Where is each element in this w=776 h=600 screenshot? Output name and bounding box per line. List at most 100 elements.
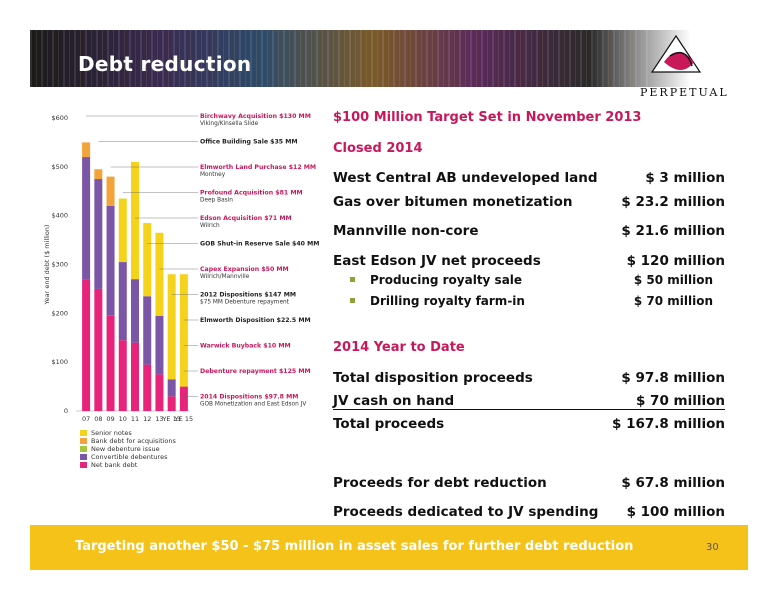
item-label: Total disposition proceeds [333,370,533,386]
annotation-title: GOB Shut-in Reserve Sale $40 MM [200,241,319,248]
annotation-sub: Viking/Kinsella Slide [200,121,259,127]
annotation-title: Birchwavy Acquisition $130 MM [200,113,311,120]
y-tick-label: $600 [51,114,68,122]
chart-legend: Senior notes Bank debt for acquisitions Ne… [80,429,176,469]
item-label: JV cash on hand [333,393,455,409]
annotation-title: Debenture repayment $125 MM [200,368,311,375]
legend-entry: Senior notes [80,429,176,437]
sum-rule [333,409,725,410]
y-tick-label: $100 [51,358,68,366]
y-tick-label: $200 [51,309,68,317]
legend-swatch [80,430,87,436]
bar-segment [179,274,188,387]
y-tick-label: $400 [51,212,68,220]
perpetual-logo-icon [650,34,702,73]
bar-segment [94,288,103,411]
closed-heading: Closed 2014 [333,141,423,156]
item-value: $ 97.8 million [621,370,725,386]
annotation-sub: Deep Basin [200,198,233,204]
sub-item-label: Drilling royalty farm-in [370,294,525,308]
x-tick-label: YE 13 [161,415,180,423]
item-label: East Edson JV net proceeds [333,253,541,269]
bar-segment [118,262,127,341]
x-tick-label: 13 [155,415,163,423]
bar-segment [167,379,176,397]
x-tick-label: 07 [82,415,90,423]
y-tick-label: $500 [51,163,68,171]
annotation-title: 2012 Dispositions $147 MM [200,292,296,299]
legend-label: Senior notes [91,429,132,437]
item-value: $ 3 million [645,170,725,186]
annotation-title: Warwick Buyback $10 MM [200,343,291,350]
item-value: $ 21.6 million [621,223,725,239]
bar-segment [155,374,164,411]
bar-segment [179,386,188,411]
sub-item-value: $ 70 million [633,294,713,308]
x-tick-label: 12 [143,415,151,423]
annotation-sub: GOB Monetization and East Edson JV [200,402,306,408]
legend-entry: Bank debt for acquisitions [80,437,176,445]
annotation-title: Edson Acquisition $71 MM [200,215,292,222]
logo-wordmark: PERPETUAL [640,86,729,99]
bar-segment [167,274,176,380]
annotation-title: Elmworth Land Purchase $12 MM [200,164,316,171]
annotation-title: Capex Expansion $50 MM [200,266,289,273]
bar-segment [143,222,152,297]
annotation-title: 2014 Dispositions $97.8 MM [200,394,298,401]
item-value: $ 67.8 million [621,475,725,491]
item-value: $ 120 million [626,253,725,269]
bar-segment [131,161,139,280]
header-banner [30,30,748,87]
footer-message: Targeting another $50 - $75 million in a… [75,539,634,554]
bar-segment [106,205,115,316]
bar-segment [106,315,115,411]
x-tick-label: 10 [119,415,127,423]
legend-swatch [80,446,87,452]
legend-entry: Convertible debentures [80,453,176,461]
y-tick-label: 0 [64,407,68,415]
legend-swatch [80,438,87,444]
bar-segment [131,279,139,343]
x-tick-label: 11 [131,415,139,423]
annotation-title: Profound Acquisition $81 MM [200,190,303,197]
x-tick-label: 08 [94,415,102,423]
sub-item-label: Producing royalty sale [370,273,523,287]
bar-segment [106,176,115,206]
ytd-heading: 2014 Year to Date [333,340,465,355]
item-label: Total proceeds [333,416,445,432]
target-heading: $100 Million Target Set in November 2013 [333,110,642,125]
bar-segment [118,198,127,263]
item-label: Mannville non-core [333,223,479,239]
item-label: Proceeds for debt reduction [333,475,547,491]
legend-entry: Net bank debt [80,461,176,469]
bar-segment [94,179,103,289]
annotation-title: Office Building Sale $35 MM [200,139,298,146]
annotation-sub: Montney [200,172,226,178]
banner-texture [30,30,650,87]
bar-segment [118,340,127,411]
legend-swatch [80,454,87,460]
annotation-sub: $75 MM Debenture repayment [200,300,290,306]
legend-label: Convertible debentures [91,453,168,461]
bullet-icon [350,298,355,303]
bullet-icon [350,277,355,282]
x-tick-label: YE 15 [174,415,193,423]
bar-segment [167,396,176,411]
legend-label: Net bank debt [91,461,138,469]
item-label: West Central AB undeveloped land [333,170,598,186]
x-tick-label: 09 [106,415,114,423]
sub-item-value: $ 50 million [633,273,713,287]
annotation-sub: Wilrich/Mannville [200,274,250,280]
debt-chart: 0 $100 $200 $300 $400 $500 $600 Year end debt (… [43,113,319,423]
bar-segment [131,342,139,411]
item-value: $ 70 million [635,393,725,409]
annotation-sub: Wilrich [200,223,220,229]
bar-segment [155,315,164,375]
bar-segment [82,142,91,158]
bar-segment [143,364,152,411]
item-label: Proceeds dedicated to JV spending [333,504,599,520]
page-number: 30 [706,542,719,553]
bar-segment [155,232,164,316]
bar-segment [143,296,152,365]
item-label: Gas over bitumen monetization [333,194,573,210]
